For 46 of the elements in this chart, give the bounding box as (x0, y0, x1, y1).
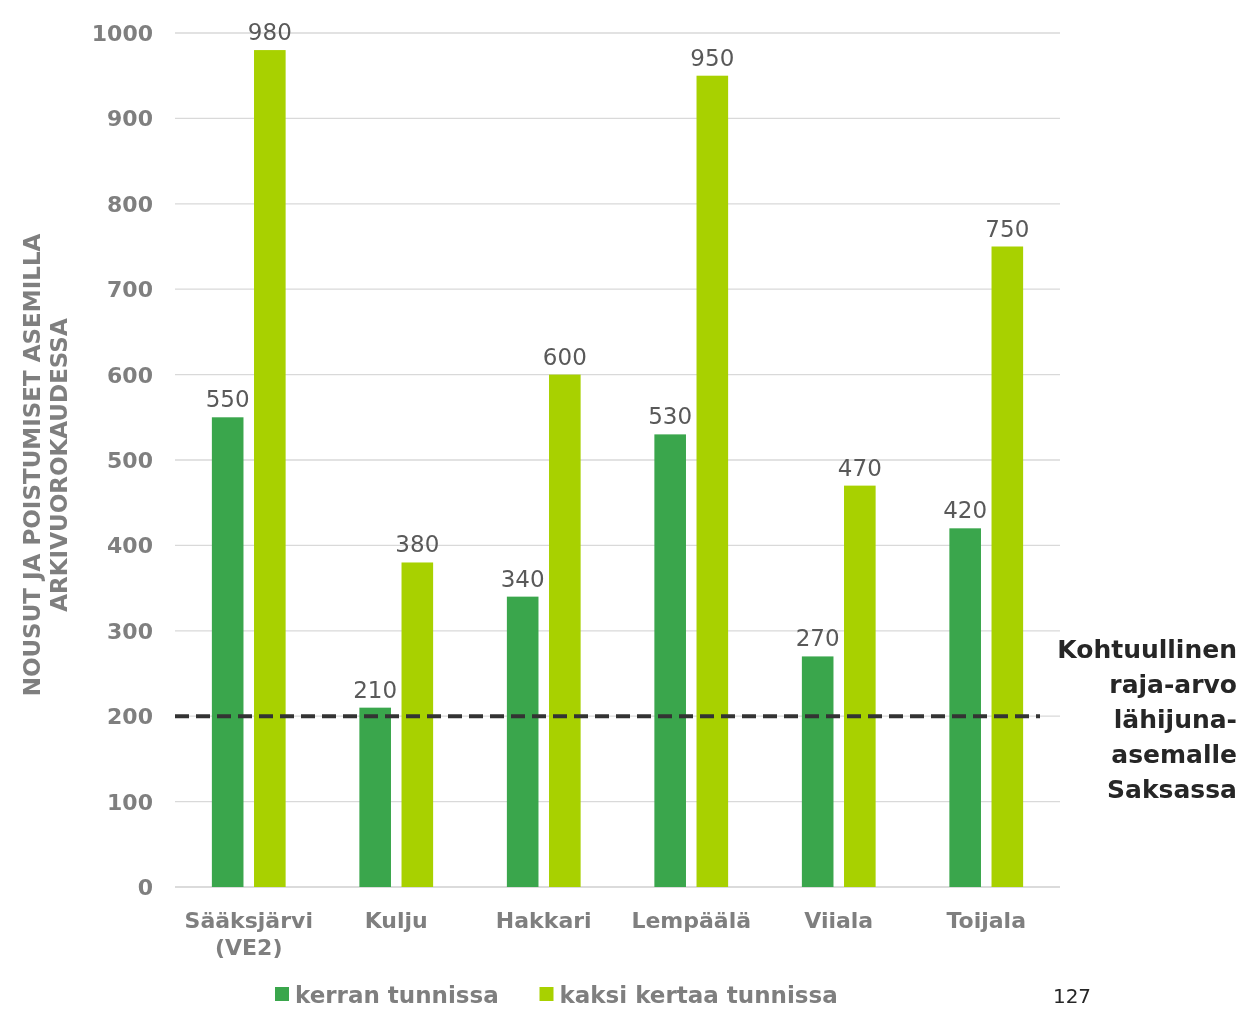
y-tick-label: 0 (137, 875, 153, 900)
bar (991, 246, 1024, 887)
y-tick-label: 200 (107, 704, 153, 730)
y-tick-label: 700 (107, 277, 153, 303)
x-tick-label: Sääksjärvi (VE2) (184, 908, 313, 960)
x-tick-label: Hakkari (495, 908, 592, 933)
bar (359, 707, 391, 887)
y-tick-label: 400 (107, 533, 153, 559)
legend-label: kaksi kertaa tunnissa (559, 982, 838, 1008)
data-label: 470 (837, 454, 882, 481)
data-label: 600 (542, 343, 587, 370)
bar (949, 528, 981, 887)
ref-line-label: Kohtuullinen raja-arvo lähijuna-asemalle Saksassa (1057, 635, 1237, 805)
data-label: 950 (690, 44, 735, 71)
bar (654, 434, 686, 887)
y-tick-label: 100 (107, 789, 153, 815)
data-label: 750 (985, 215, 1030, 242)
y-tick-label: 300 (107, 618, 153, 644)
data-label: 380 (395, 531, 440, 558)
data-label: 420 (943, 497, 988, 524)
bar (696, 75, 729, 887)
data-label: 550 (205, 386, 250, 413)
x-tick-label: Lempäälä (631, 908, 752, 933)
y-tick-label: 800 (107, 191, 153, 217)
legend-label: kerran tunnissa (295, 982, 499, 1008)
data-label: 530 (648, 403, 693, 430)
text: 127 (1052, 984, 1092, 1008)
x-tick-label: Kulju (364, 908, 428, 933)
data-label: 340 (500, 565, 545, 592)
x-tick-label: Toijala (946, 908, 1027, 933)
y-axis-title: NOUSUT JA POISTUMISET ASEMILLA ARKIVUOROKAUDESSA (19, 233, 72, 697)
bar (549, 374, 581, 887)
data-label: 980 (247, 19, 292, 46)
bar (211, 417, 244, 887)
y-tick-label: 1000 (91, 21, 153, 46)
data-label: 210 (353, 676, 398, 703)
bar (844, 485, 876, 887)
y-tick-label: 900 (107, 106, 153, 132)
bar (401, 562, 434, 887)
data-label: 270 (795, 625, 840, 652)
bar (506, 596, 539, 887)
bar (254, 50, 286, 887)
bar (801, 656, 834, 887)
y-tick-label: 500 (107, 448, 153, 473)
y-tick-label: 600 (107, 362, 153, 388)
x-tick-label: Viiala (804, 908, 874, 933)
